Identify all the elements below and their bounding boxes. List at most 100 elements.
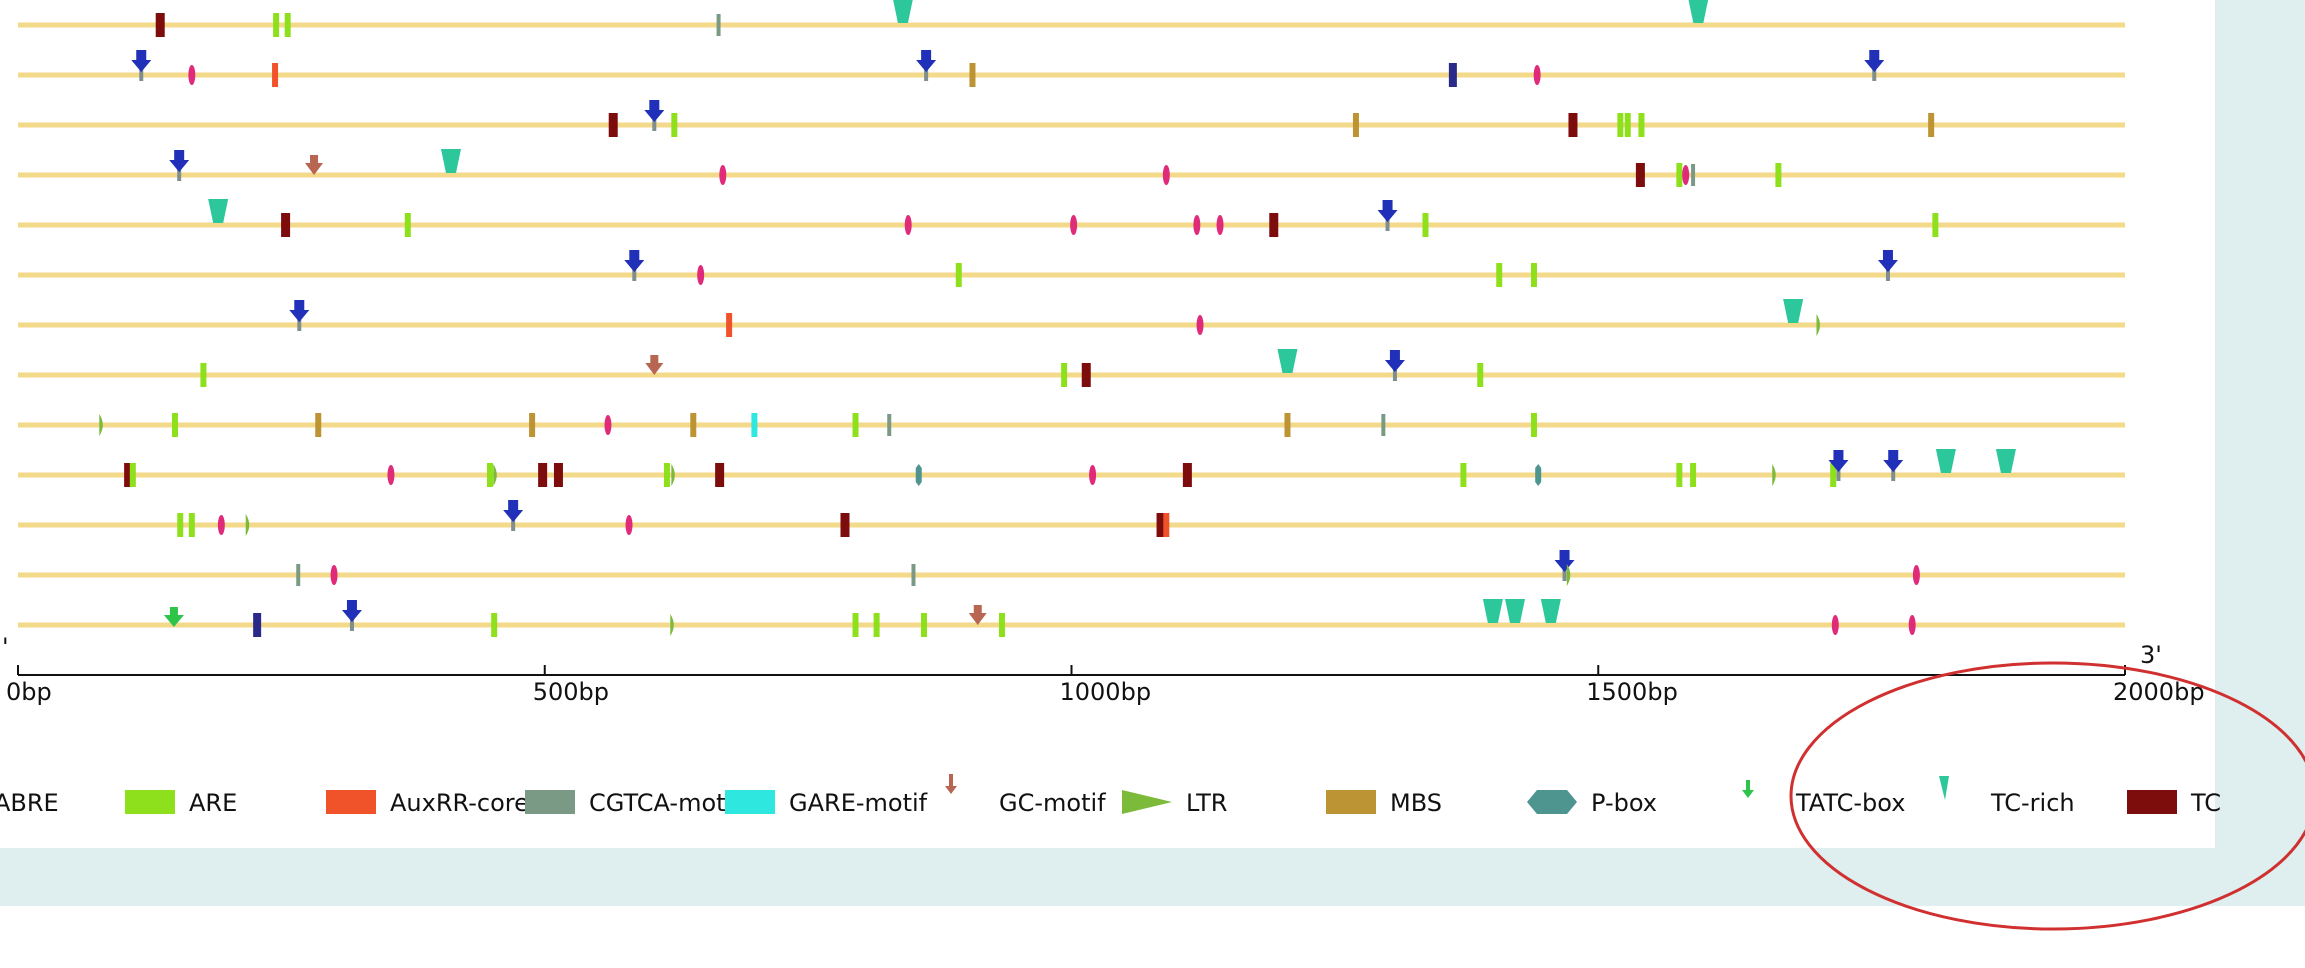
motif-pink [1193,215,1201,235]
motif-mbs [690,413,697,437]
motif-ltr [245,514,250,536]
motif-are [1477,363,1484,387]
legend-item-mbs: MBS [1326,789,1442,817]
sequence-track [18,250,2125,287]
highlight-circle [1789,661,2305,931]
motif-abre [1864,50,1885,81]
motif-tc-rich [1995,449,2016,473]
sequence-track [18,149,2125,187]
motif-pink [1216,215,1224,235]
motif-tc [281,213,291,237]
motif-gc-motif [305,155,324,175]
motif-are [129,463,136,487]
legend-label: GARE-motif [789,789,928,817]
motif-abre [341,600,362,631]
sequence-track [18,100,2125,137]
legend-item-are: ARE [125,789,237,817]
motif-pink [625,515,633,535]
motif-auxrr-core [726,313,733,337]
motif-abre [1883,450,1904,481]
motif-tc [1635,163,1645,187]
sequence-track [18,413,2125,437]
motif-cgtca-motif [911,564,916,586]
legend-label: CGTCA-motif [589,789,741,817]
motif-gc-motif [968,605,987,625]
legend-item-abre: ABRE [0,789,59,817]
motif-tc [1568,113,1578,137]
motif-tc [1269,213,1279,237]
motif-tc [1081,363,1091,387]
motif-are [1676,163,1683,187]
five-prime-label: ' [2,633,9,661]
motif-are [852,613,859,637]
motif-mbs [1928,113,1935,137]
motif-tc [1156,513,1166,537]
motif-are [1932,213,1939,237]
motif-abre [1877,250,1898,281]
motif-pink [719,165,727,185]
x-tick-label: 1500bp [1586,678,1678,706]
motif-pink [697,265,705,285]
motif-tatc-box [163,607,184,627]
motif-pink [217,515,225,535]
motif-ltr [1816,314,1820,336]
motif-tc [124,463,134,487]
background-band-bottom [0,848,2305,906]
motif-are [998,613,1005,637]
motif-are [852,413,859,437]
legend-swatch [525,790,575,814]
motif-tc-rich [1935,449,1956,473]
legend-label: ABRE [0,789,59,817]
motif-are [177,513,184,537]
legend-item-ltr: LTR [1122,789,1227,817]
legend-swatch [1742,780,1754,798]
motif-abre [1377,200,1398,231]
legend-item-tc-rich: TC-rich [1939,776,2075,817]
motif-are [188,513,195,537]
motif-tc [840,513,850,537]
motif-mbs [1352,113,1359,137]
legend-swatch [725,790,775,814]
motif-gc-motif [645,355,664,375]
motif-pink [1196,315,1204,335]
legend-swatch [1527,790,1577,814]
motif-tc-rich [893,0,913,23]
x-tick-label: 500bp [533,678,609,706]
legend-swatch [2127,790,2177,814]
motif-are [171,413,178,437]
motif-tc-rich [1688,0,1709,23]
legend-item-auxrr-core: AuxRR-core [326,789,529,817]
motif-tc-rich [1783,299,1804,323]
motif-gare-motif [751,413,758,437]
motif-pink [330,565,338,585]
motif-tc [553,463,563,487]
motif-abre [644,100,665,131]
motif-pink [1070,215,1078,235]
motif-are [1422,213,1429,237]
legend-item-cgtca-motif: CGTCA-motif [525,789,741,817]
sequence-track [18,0,2125,37]
motif-are [200,363,207,387]
x-axis: ' 3' [2,633,2162,676]
motif-abre [503,500,524,531]
motif-auxrr-core [272,63,279,87]
legend-swatch [1326,790,1376,814]
motif-mbs [529,413,536,437]
motif-are [486,463,493,487]
motif-tc [538,463,548,487]
motif-mbs [1284,413,1291,437]
motif-are [1530,263,1537,287]
motif-tc-rich [1277,349,1298,373]
motif-blue-bar [1448,63,1457,87]
sequence-track [18,349,2125,387]
legend-swatch [1939,776,1949,800]
sequence-track [18,449,2125,487]
motif-are [1617,113,1624,137]
motif-ltr [99,414,103,436]
motif-are [955,263,962,287]
motif-cgtca-motif [887,414,892,436]
motif-are [1690,463,1697,487]
motif-pink [604,415,612,435]
motif-pink [1162,165,1170,185]
motif-abre [1384,350,1405,381]
